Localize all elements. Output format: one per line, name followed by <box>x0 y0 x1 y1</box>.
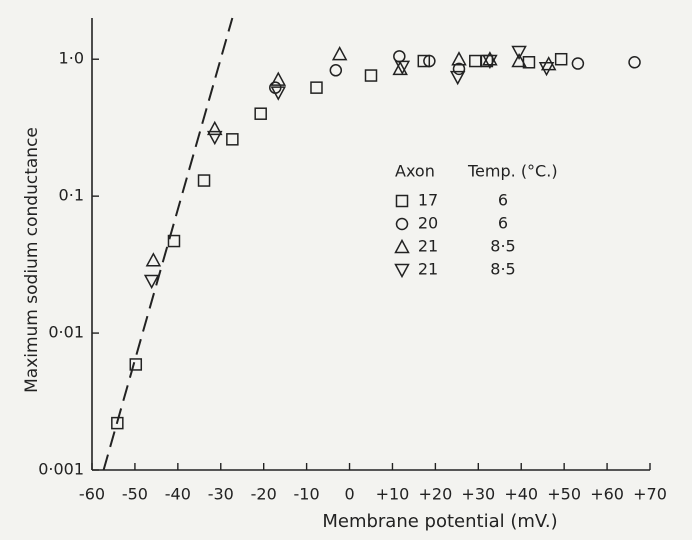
point <box>511 52 527 68</box>
point <box>449 70 466 86</box>
x-tick-label: -20 <box>251 485 277 504</box>
point <box>417 54 431 68</box>
point <box>207 120 223 136</box>
y-axis-label: Maximum sodium conductance <box>22 127 42 393</box>
point <box>207 130 223 146</box>
point <box>145 252 162 267</box>
point <box>628 56 641 69</box>
point <box>167 234 181 248</box>
point <box>310 81 323 94</box>
point <box>143 274 160 290</box>
point <box>331 46 348 61</box>
point <box>270 71 287 86</box>
legend-axon: 21 <box>418 260 438 279</box>
x-tick-label: -40 <box>165 485 191 504</box>
point <box>111 416 124 430</box>
legend-header: Axon <box>395 162 435 181</box>
point <box>129 358 143 371</box>
x-tick-label: +70 <box>633 485 667 504</box>
point <box>364 69 378 82</box>
reference-line <box>102 17 234 471</box>
point <box>538 61 555 77</box>
point <box>554 52 568 66</box>
point <box>482 54 498 70</box>
point <box>270 86 287 101</box>
x-tick-label: +40 <box>504 485 538 504</box>
legend-axon: 17 <box>418 191 438 210</box>
point <box>226 133 239 146</box>
legend-marker <box>394 238 410 254</box>
x-tick-label: +50 <box>547 485 581 504</box>
point <box>392 60 408 76</box>
legend-marker <box>395 194 409 208</box>
legend-temp: 6 <box>498 214 508 233</box>
legend-temp: 6 <box>498 191 508 210</box>
x-tick-label: 0 <box>344 485 354 504</box>
y-tick-label: 0·001 <box>38 460 84 479</box>
x-tick-label: +20 <box>419 485 453 504</box>
x-tick-label: -50 <box>122 485 148 504</box>
y-tick-label: 1·0 <box>59 49 84 68</box>
legend-axon: 20 <box>418 214 438 233</box>
legend-marker <box>394 263 410 279</box>
point <box>571 57 585 70</box>
x-tick-label: -10 <box>294 485 320 504</box>
point <box>452 62 466 76</box>
legend-temp: 8·5 <box>490 237 515 256</box>
legend-axon: 21 <box>418 237 438 256</box>
y-tick-label: 0·01 <box>48 323 84 342</box>
x-axis-label: Membrane potential (mV.) <box>322 511 557 532</box>
point <box>511 45 527 61</box>
x-tick-label: +30 <box>461 485 495 504</box>
x-tick-label: -30 <box>208 485 234 504</box>
point <box>329 64 343 77</box>
point <box>423 54 436 68</box>
legend-temp: 8·5 <box>490 260 515 279</box>
x-tick-label: -60 <box>79 485 105 504</box>
point <box>451 51 467 66</box>
legend-header: Temp. (°C.) <box>467 162 558 181</box>
point <box>482 51 498 66</box>
x-tick-label: +60 <box>590 485 624 504</box>
point <box>394 60 411 75</box>
point <box>197 174 211 187</box>
y-tick-label: 0·1 <box>59 186 84 205</box>
point <box>254 107 267 120</box>
x-tick-label: +10 <box>376 485 410 504</box>
legend-marker <box>395 217 409 231</box>
